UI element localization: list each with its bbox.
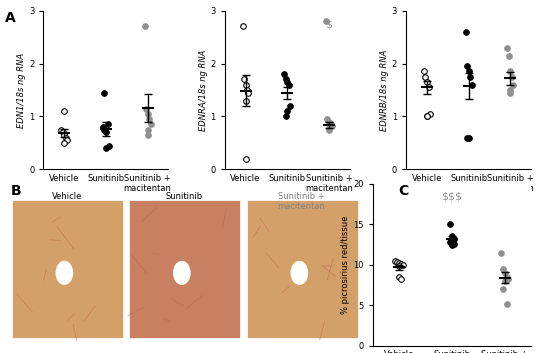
Text: Sunitinib +
macitentan: Sunitinib + macitentan (278, 192, 326, 211)
Y-axis label: % picrosirius red/tissue: % picrosirius red/tissue (341, 216, 350, 314)
Text: $$$: $$$ (441, 192, 462, 202)
Text: $: $ (325, 20, 332, 30)
Y-axis label: EDNRB/18s ng RNA: EDNRB/18s ng RNA (380, 49, 389, 131)
Y-axis label: EDN1/18s ng RNA: EDN1/18s ng RNA (17, 53, 26, 127)
Text: B: B (11, 184, 22, 198)
FancyBboxPatch shape (12, 200, 122, 338)
Circle shape (56, 262, 73, 284)
Text: Vehicle: Vehicle (51, 192, 82, 201)
Text: A: A (5, 11, 16, 25)
Circle shape (291, 262, 307, 284)
FancyBboxPatch shape (130, 200, 240, 338)
Circle shape (173, 262, 190, 284)
Y-axis label: EDNRA/18s ng RNA: EDNRA/18s ng RNA (198, 49, 208, 131)
Text: C: C (398, 184, 409, 198)
Text: Sunitinib: Sunitinib (166, 192, 203, 201)
FancyBboxPatch shape (247, 200, 358, 338)
